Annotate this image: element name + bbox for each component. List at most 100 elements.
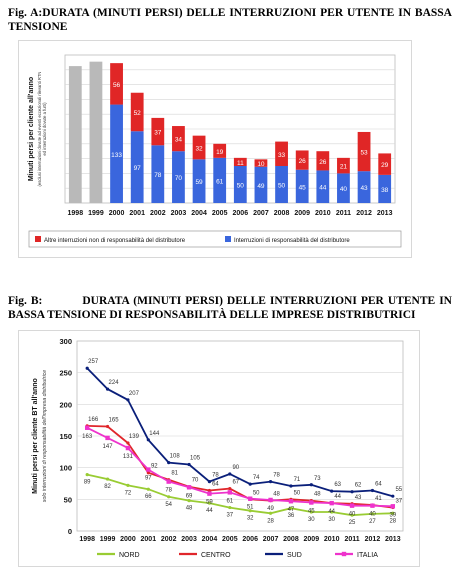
data-label-nord-2011: 25	[349, 520, 356, 526]
point-italia-2000	[125, 445, 131, 451]
data-label-nord-2013: 28	[389, 518, 396, 524]
y-tick-label-200: 200	[59, 400, 72, 409]
data-label-nord-2003: 48	[186, 506, 193, 512]
data-label-nord-2000: 72	[125, 490, 132, 496]
point-italia-1999	[105, 435, 110, 441]
legend-label-sud: SUD	[287, 552, 302, 559]
data-label-distributore-2008: 50	[278, 183, 286, 190]
point-italia-2004	[207, 491, 212, 496]
x-tick-label-2013: 2013	[377, 210, 393, 217]
x-tick-label-2009: 2009	[294, 210, 310, 217]
data-label-centro-2012: 41	[375, 496, 382, 502]
point-centro-1999	[105, 424, 110, 429]
x-tick-label-2000: 2000	[120, 536, 136, 543]
bar-altre-2013	[378, 153, 392, 175]
bar-total-1998	[68, 66, 82, 203]
data-label-centro-2002: 81	[171, 471, 178, 477]
point-italia-1998	[84, 425, 90, 430]
point-nord-2011	[350, 513, 354, 517]
data-label-centro-2001: 92	[151, 464, 158, 470]
bar-altre-2009	[295, 150, 309, 170]
point-nord-2010	[330, 510, 334, 514]
point-sud-2007	[268, 480, 273, 484]
point-nord-2003	[187, 499, 191, 503]
point-italia-2002	[166, 479, 171, 484]
x-tick-label-2002: 2002	[150, 210, 166, 217]
point-sud-2005	[228, 472, 232, 476]
data-label-centro-2013: 37	[395, 499, 402, 505]
x-tick-label-2012: 2012	[365, 536, 381, 543]
y-tick-label-300: 300	[59, 337, 72, 346]
bar-altre-2003	[172, 126, 185, 152]
point-italia-2009	[309, 500, 314, 505]
x-tick-label-2004: 2004	[202, 536, 218, 543]
bar-distributore-2002	[151, 145, 165, 203]
bar-distributore-2000	[110, 104, 123, 203]
data-label-italia-2012: 40	[369, 512, 376, 518]
data-label-sud-2007: 78	[273, 473, 280, 479]
fig-a-title: Fig. A:DURATA (MINUTI PERSI) DELLE INTER…	[8, 7, 452, 33]
data-label-centro-2011: 43	[355, 495, 362, 501]
legend-label-distributore: Interruzioni di responsabilità del distr…	[234, 238, 350, 244]
legend-swatch-altre	[35, 236, 41, 242]
bar-distributore-2008	[275, 166, 288, 203]
x-tick-label-2013: 2013	[385, 536, 401, 543]
x-tick-label-2005: 2005	[212, 210, 228, 217]
legend-marker-italia	[341, 551, 347, 557]
data-label-distributore-2006: 50	[237, 183, 245, 190]
data-label-sud-2002: 108	[170, 454, 181, 460]
data-label-sud-2005: 90	[232, 465, 239, 471]
y-axis-sublabel-2: ed interruzioni dovute a furti)	[42, 102, 47, 156]
bar-distributore-2012	[357, 171, 371, 203]
point-sud-2002	[167, 461, 171, 465]
data-label-sud-2008: 71	[294, 477, 301, 483]
point-sud-1999	[105, 387, 110, 391]
data-label-italia-2004: 59	[206, 500, 213, 506]
data-label-italia-2010: 44	[328, 509, 335, 515]
x-tick-label-2002: 2002	[161, 536, 177, 543]
data-label-altre-2013: 29	[381, 162, 389, 169]
data-label-centro-2000: 139	[129, 434, 140, 440]
data-label-nord-2010: 30	[328, 517, 335, 523]
x-tick-label-2001: 2001	[141, 536, 157, 543]
y-tick-label-150: 150	[59, 432, 72, 441]
y-tick-label-100: 100	[59, 464, 72, 473]
data-label-italia-2007: 49	[267, 506, 274, 512]
x-tick-label-2012: 2012	[356, 210, 372, 217]
data-label-italia-1999: 147	[103, 444, 114, 450]
y-axis-label: Minuti persi per cliente all'anno	[28, 77, 35, 181]
bar-distributore-2007	[254, 166, 268, 203]
legend-label-centro: CENTRO	[201, 552, 231, 559]
data-label-sud-2012: 64	[375, 481, 382, 487]
data-label-italia-2002: 78	[165, 488, 172, 494]
data-label-sud-2001: 144	[149, 431, 160, 437]
data-label-altre-2009: 26	[299, 158, 307, 165]
x-tick-label-2000: 2000	[109, 210, 125, 217]
y-tick-label-250: 250	[59, 369, 72, 378]
bar-distributore-2001	[130, 131, 144, 203]
data-label-italia-2005: 61	[226, 498, 233, 504]
data-label-distributore-2013: 38	[381, 187, 389, 194]
legend-label-italia: ITALIA	[357, 552, 378, 559]
x-tick-label-2004: 2004	[191, 210, 207, 217]
point-italia-2011	[349, 503, 355, 508]
point-nord-1998	[85, 473, 89, 477]
legend-box	[28, 230, 402, 248]
legend-label-nord: NORD	[119, 552, 140, 559]
data-label-altre-2001: 52	[134, 110, 142, 117]
data-label-distributore-2010: 44	[319, 185, 327, 192]
data-label-centro-2009: 48	[314, 492, 321, 498]
data-label-sud-2010: 63	[334, 482, 341, 488]
point-italia-2010	[329, 500, 334, 506]
point-italia-2013	[390, 504, 396, 509]
data-label-italia-1998: 163	[82, 434, 93, 440]
x-tick-label-1998: 1998	[68, 210, 84, 217]
bar-altre-2002	[151, 117, 165, 146]
data-label-altre-2003: 34	[175, 137, 183, 144]
data-label-italia-2008: 47	[288, 507, 295, 513]
bar-total-1999	[89, 61, 103, 203]
point-italia-2001	[146, 467, 151, 472]
data-label-nord-1999: 82	[104, 484, 111, 490]
point-nord-2008	[289, 506, 293, 510]
data-label-distributore-2000: 133	[111, 152, 122, 159]
